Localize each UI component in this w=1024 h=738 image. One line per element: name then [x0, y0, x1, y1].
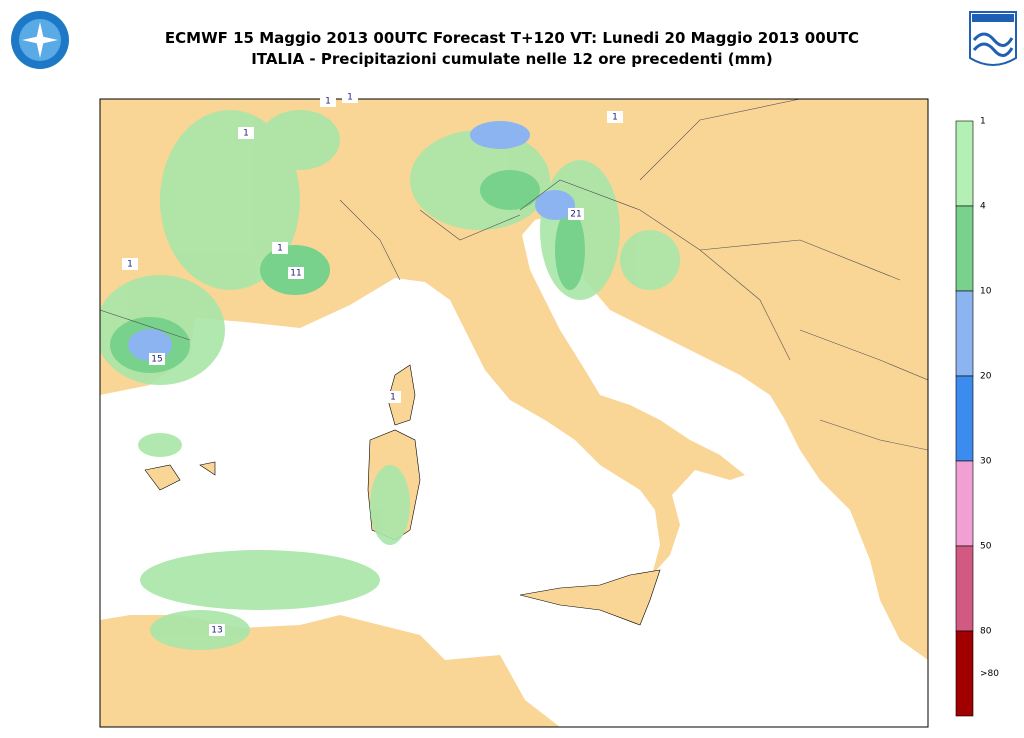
- contour-label-box: [238, 127, 254, 139]
- contour-label-box: [272, 242, 288, 254]
- colorbar-label: 10: [980, 287, 992, 297]
- contour-label: 15: [151, 355, 162, 365]
- contour-label: 1: [390, 393, 396, 403]
- contour-label-box: [288, 267, 304, 279]
- contour-label: 1: [325, 97, 331, 107]
- title: ECMWF 15 Maggio 2013 00UTC Forecast T+12…: [165, 29, 859, 47]
- colorbar-swatch: [955, 630, 974, 717]
- contour-label-box: [149, 353, 165, 365]
- right-logo: [969, 11, 1017, 66]
- contour-label-box: [607, 111, 623, 123]
- contour-label: 13: [211, 626, 222, 636]
- colorbar-swatch: [955, 290, 974, 377]
- map-frame: [99, 98, 929, 728]
- colorbar-label: 30: [980, 457, 992, 467]
- contour-label-box: [568, 208, 584, 220]
- colorbar-label: 1: [980, 117, 986, 127]
- colorbar-label: 20: [980, 372, 992, 382]
- contour-label: 1: [347, 93, 353, 103]
- contour-label-box: [122, 258, 138, 270]
- colorbar: 1 4 10 20 30 50 80 >80: [955, 117, 999, 717]
- contour-label: 11: [290, 269, 301, 279]
- contour-label-box: [209, 624, 225, 636]
- precipitation-moderate: [110, 170, 585, 373]
- colorbar-label: 4: [980, 202, 986, 212]
- colorbar-swatch: [955, 120, 974, 207]
- contour-label: 1: [612, 113, 618, 123]
- contour-label-box: [320, 95, 336, 107]
- left-logo: [11, 11, 69, 69]
- colorbar-swatch: [955, 545, 974, 632]
- colorbar-label: 80: [980, 627, 992, 637]
- contour-label-box: [385, 391, 401, 403]
- colorbar-label: >80: [980, 669, 999, 679]
- colorbar-swatch: [955, 460, 974, 547]
- colorbar-swatch: [955, 205, 974, 292]
- subtitle: ITALIA - Precipitazioni cumulate nelle 1…: [251, 50, 773, 68]
- colorbar-swatch: [955, 375, 974, 462]
- colorbar-label: 50: [980, 542, 992, 552]
- contour-label: 1: [277, 244, 283, 254]
- contour-label: 1: [127, 260, 133, 270]
- precipitation-heavy: [128, 121, 575, 361]
- map: [100, 99, 928, 727]
- borders: [100, 99, 928, 451]
- contour-label: 1: [243, 129, 249, 139]
- contour-label: 21: [570, 210, 581, 220]
- contour-label-box: [342, 91, 358, 103]
